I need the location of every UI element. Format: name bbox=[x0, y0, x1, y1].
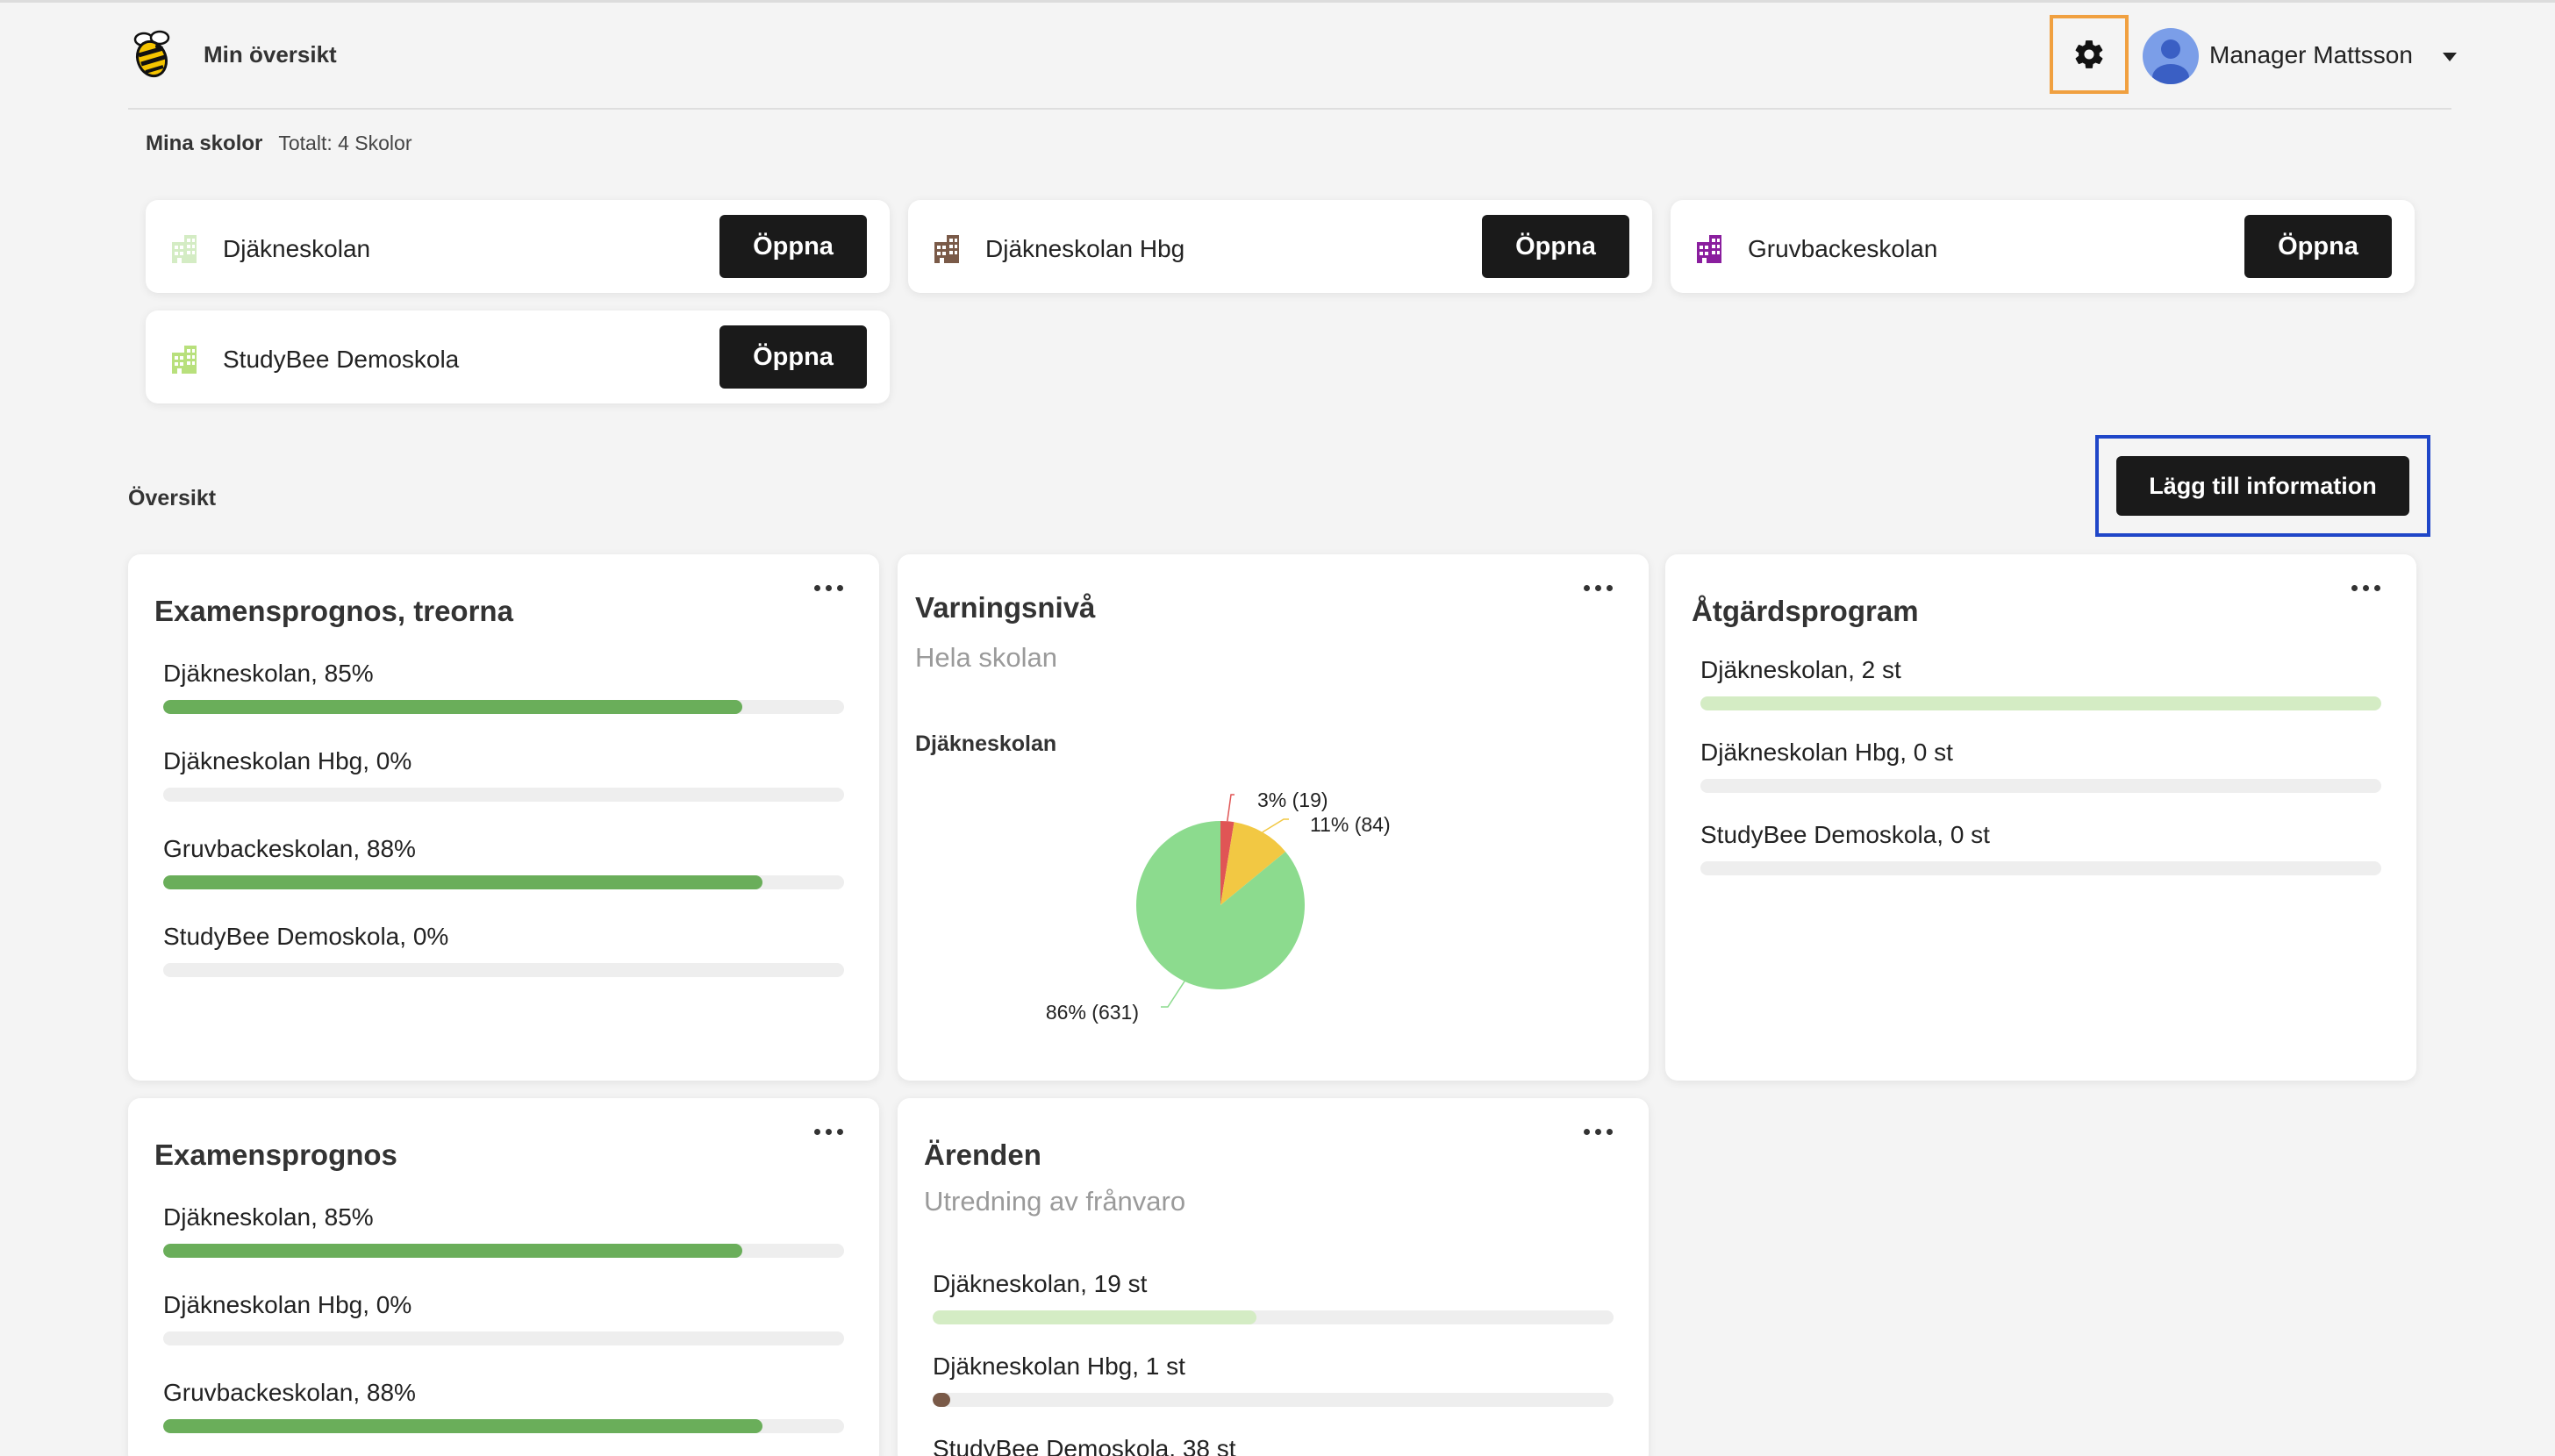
bar-label: StudyBee Demoskola, 0% bbox=[163, 923, 449, 950]
bar-label: Djäkneskolan, 85% bbox=[163, 1203, 374, 1231]
pie-leader-line bbox=[1161, 981, 1185, 1008]
add-info-highlight: Lägg till information bbox=[2095, 435, 2430, 537]
widget-subtitle: Utredning av frånvaro bbox=[924, 1186, 1186, 1217]
progress-bar bbox=[1700, 861, 2381, 875]
user-avatar[interactable] bbox=[2143, 28, 2199, 84]
school-name: Gruvbackeskolan bbox=[1748, 235, 1938, 262]
bar-label: StudyBee Demoskola, 38 st bbox=[933, 1435, 1236, 1456]
more-options-icon[interactable] bbox=[2348, 577, 2383, 598]
building-icon bbox=[172, 235, 197, 263]
widget-atgard: Åtgärdsprogram Djäkneskolan, 2 st Djäknes… bbox=[1665, 554, 2416, 1081]
schools-total: Totalt: 4 Skolor bbox=[278, 132, 412, 154]
more-options-icon[interactable] bbox=[811, 577, 846, 598]
school-card: Gruvbackeskolan Öppna bbox=[1671, 200, 2415, 293]
overview-label: Översikt bbox=[128, 486, 217, 510]
school-name: Djäkneskolan Hbg bbox=[985, 235, 1185, 262]
widget-title: Ärenden bbox=[924, 1138, 1041, 1171]
progress-bar-fill bbox=[1700, 696, 2381, 710]
progress-bar-fill bbox=[163, 1244, 742, 1258]
top-border bbox=[0, 0, 2555, 3]
pie-slice[interactable] bbox=[1136, 821, 1305, 989]
progress-bar-fill bbox=[163, 700, 742, 714]
progress-bar bbox=[933, 1393, 1614, 1407]
bar-label: StudyBee Demoskola, 0 st bbox=[1700, 821, 1990, 848]
building-icon bbox=[172, 346, 197, 374]
bar-label: Djäkneskolan Hbg, 0% bbox=[163, 1291, 412, 1318]
progress-bar bbox=[163, 1419, 844, 1433]
progress-bar bbox=[1700, 696, 2381, 710]
top-header: Min översikt Manager Mattsson bbox=[128, 3, 2457, 110]
progress-bar-fill bbox=[933, 1393, 951, 1407]
building-icon bbox=[1697, 235, 1721, 263]
bar-label: Gruvbackeskolan, 88% bbox=[163, 1379, 416, 1406]
open-school-button[interactable]: Öppna bbox=[719, 325, 867, 389]
school-card: StudyBee Demoskola Öppna bbox=[146, 310, 890, 403]
user-name[interactable]: Manager Mattsson bbox=[2209, 41, 2413, 68]
chevron-down-icon[interactable] bbox=[2437, 45, 2462, 69]
schools-title: Mina skolor bbox=[146, 132, 263, 155]
building-icon bbox=[934, 235, 959, 263]
pie-slice-label: 86% (631) bbox=[1046, 1001, 1139, 1024]
progress-bar-fill bbox=[163, 1419, 762, 1433]
progress-bar bbox=[933, 1310, 1614, 1324]
pie-leader-line bbox=[1227, 794, 1235, 822]
widget-warning: Varningsnivå Hela skolan Djäkneskolan 3%… bbox=[898, 554, 1649, 1081]
pie-slice[interactable] bbox=[1220, 821, 1235, 905]
school-name: StudyBee Demoskola bbox=[223, 346, 460, 373]
progress-bar bbox=[1700, 779, 2381, 793]
schools-heading: Mina skolor Totalt: 4 Skolor bbox=[146, 132, 412, 156]
progress-bar-fill bbox=[163, 875, 762, 889]
user-icon bbox=[2152, 39, 2189, 84]
widget-title: Examensprognos, treorna bbox=[154, 595, 513, 627]
settings-button[interactable] bbox=[2050, 15, 2129, 94]
warning-pie-chart: 3% (19)11% (84) 86% (631) bbox=[1046, 789, 1391, 1024]
open-school-button[interactable]: Öppna bbox=[2244, 215, 2392, 278]
progress-bar-fill bbox=[933, 1310, 1256, 1324]
pie-slice-label: 3% (19) bbox=[1257, 789, 1328, 811]
widget-title: Varningsnivå bbox=[915, 591, 1096, 624]
progress-bar bbox=[163, 963, 844, 977]
bar-label: Gruvbackeskolan, 88% bbox=[163, 835, 416, 862]
bar-label: Djäkneskolan Hbg, 1 st bbox=[933, 1353, 1185, 1380]
widget-arenden: Ärenden Utredning av frånvaro Djäkneskol… bbox=[898, 1098, 1649, 1456]
app-title: Min översikt bbox=[204, 41, 337, 68]
widget-title: Åtgärdsprogram bbox=[1692, 595, 1919, 627]
bar-label: Djäkneskolan, 85% bbox=[163, 660, 374, 687]
school-name: Djäkneskolan bbox=[223, 235, 371, 262]
gear-icon bbox=[2075, 40, 2103, 68]
school-card: Djäkneskolan Hbg Öppna bbox=[908, 200, 1652, 293]
open-school-button[interactable]: Öppna bbox=[1482, 215, 1629, 278]
school-card: Djäkneskolan Öppna bbox=[146, 200, 890, 293]
bar-label: Djäkneskolan, 2 st bbox=[1700, 656, 1901, 683]
bar-label: Djäkneskolan, 19 st bbox=[933, 1270, 1148, 1297]
bar-label: Djäkneskolan Hbg, 0 st bbox=[1700, 739, 1953, 766]
pie-school-label: Djäkneskolan bbox=[915, 732, 1057, 756]
bar-label: Djäkneskolan Hbg, 0% bbox=[163, 747, 412, 774]
widget-title: Examensprognos bbox=[154, 1138, 397, 1171]
pie-slice[interactable] bbox=[1220, 822, 1286, 905]
progress-bar bbox=[163, 1244, 844, 1258]
progress-bar bbox=[163, 788, 844, 802]
add-information-button[interactable]: Lägg till information bbox=[2116, 456, 2409, 516]
progress-bar bbox=[163, 1331, 844, 1345]
more-options-icon[interactable] bbox=[811, 1121, 846, 1142]
widget-exam: Examensprognos Djäkneskolan, 85% Djäknesk… bbox=[128, 1098, 879, 1456]
widget-exam-treorna: Examensprognos, treorna Djäkneskolan, 85… bbox=[128, 554, 879, 1081]
pie-leader-line bbox=[1262, 818, 1289, 833]
more-options-icon[interactable] bbox=[1580, 577, 1615, 598]
pie-slice-label: 11% (84) bbox=[1310, 813, 1391, 836]
progress-bar bbox=[163, 875, 844, 889]
more-options-icon[interactable] bbox=[1580, 1121, 1615, 1142]
open-school-button[interactable]: Öppna bbox=[719, 215, 867, 278]
widget-subtitle: Hela skolan bbox=[915, 642, 1057, 673]
bee-logo-icon[interactable] bbox=[128, 27, 175, 82]
progress-bar bbox=[163, 700, 844, 714]
